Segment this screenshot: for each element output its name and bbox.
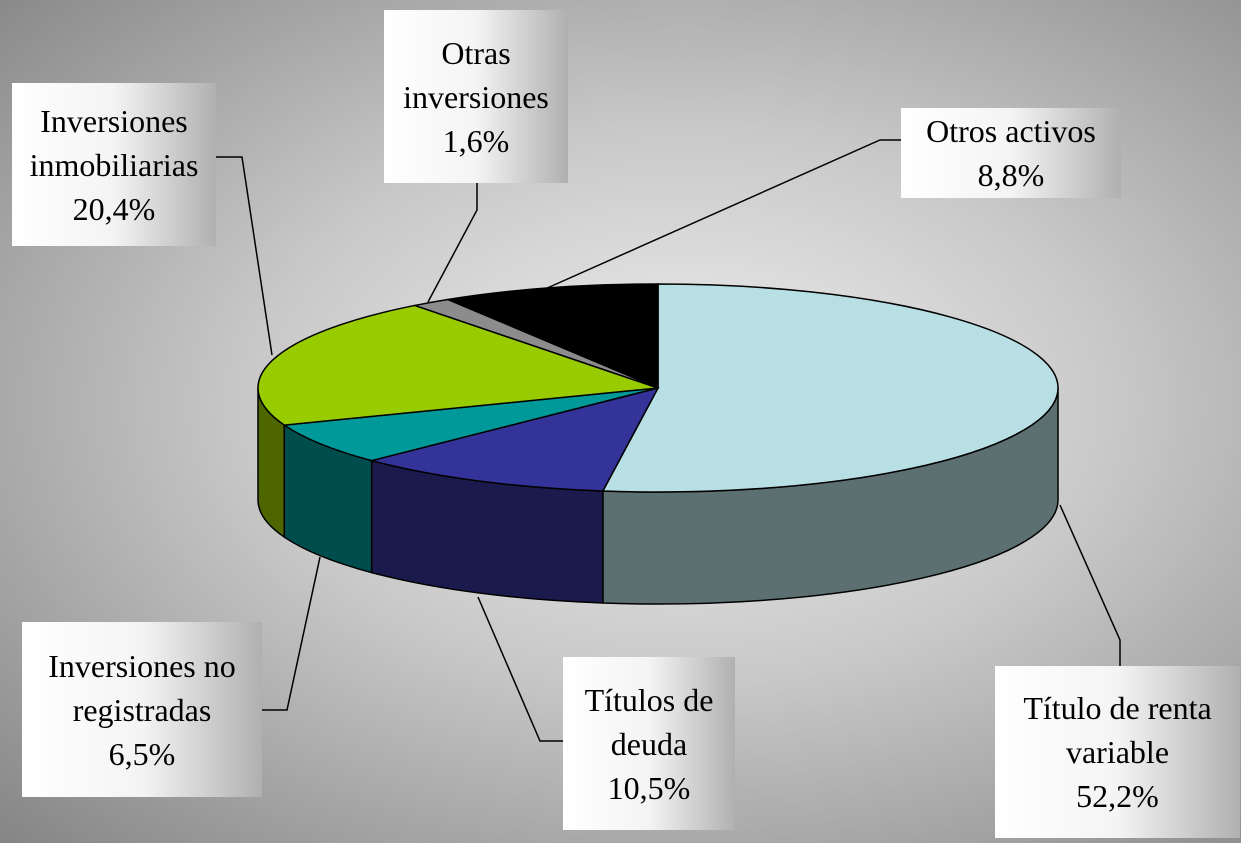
data-label: Otras inversiones 1,6% — [384, 10, 568, 183]
leader-line — [477, 596, 563, 742]
data-label: Inversiones no registradas 6,5% — [22, 622, 262, 797]
leader-line — [544, 139, 901, 290]
data-label: Inversiones inmobiliarias 20,4% — [12, 83, 216, 246]
label-value: 20,4% — [72, 190, 156, 227]
slice — [282, 387, 659, 462]
leader-line — [1059, 504, 1121, 666]
slice — [368, 386, 660, 492]
label-name: Inversiones inmobiliarias — [29, 102, 199, 183]
leader-line — [262, 556, 321, 711]
label-name: Títulos de deuda — [584, 681, 714, 762]
leader-line — [216, 156, 273, 356]
data-label: Títulos de deuda 10,5% — [563, 657, 735, 830]
leader-line — [427, 183, 478, 303]
label-value: 52,2% — [1076, 778, 1159, 814]
label-value: 1,6% — [442, 122, 510, 159]
label-name: Otros activos — [926, 113, 1096, 149]
data-label: Título de renta variable 52,2% — [995, 666, 1240, 838]
slice — [601, 283, 1059, 493]
label-value: 10,5% — [607, 769, 691, 806]
label-name: Título de renta variable — [1023, 690, 1212, 770]
slice — [257, 304, 659, 426]
label-value: 8,8% — [977, 157, 1045, 193]
label-value: 6,5% — [108, 735, 176, 772]
label-name: Inversiones no registradas — [48, 647, 236, 728]
label-name: Otras inversiones — [403, 34, 549, 115]
data-label: Otros activos 8,8% — [901, 108, 1121, 198]
